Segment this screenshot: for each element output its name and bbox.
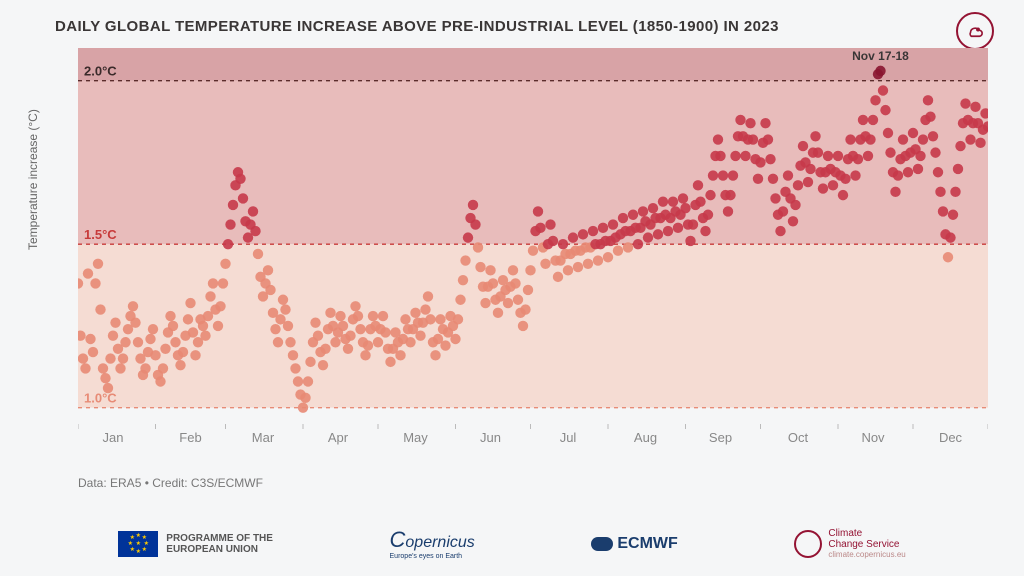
climate-change-service-logo: Climate Change Service climate.copernicu… bbox=[794, 528, 905, 559]
svg-text:Apr: Apr bbox=[328, 430, 349, 445]
svg-text:Dec: Dec bbox=[939, 430, 963, 445]
svg-text:2.0°C: 2.0°C bbox=[84, 64, 117, 79]
eu-line1: PROGRAMME OF THE bbox=[166, 533, 273, 544]
svg-text:Feb: Feb bbox=[179, 430, 201, 445]
credit-text: Data: ERA5 • Credit: C3S/ECMWF bbox=[78, 476, 263, 490]
y-axis-label: Temperature increase (°C) bbox=[26, 109, 40, 250]
svg-text:Nov: Nov bbox=[861, 430, 885, 445]
svg-text:Jun: Jun bbox=[480, 430, 501, 445]
ecmwf-logo: ECMWF bbox=[591, 535, 677, 553]
eu-flag-icon bbox=[118, 531, 158, 557]
svg-text:Aug: Aug bbox=[634, 430, 657, 445]
svg-text:May: May bbox=[403, 430, 428, 445]
svg-text:Jan: Jan bbox=[103, 430, 124, 445]
svg-text:1.0°C: 1.0°C bbox=[84, 391, 117, 406]
copernicus-logo: Copernicus Europe's eyes on Earth bbox=[390, 527, 475, 560]
ccs-icon bbox=[794, 530, 822, 558]
footer: PROGRAMME OF THE EUROPEAN UNION Copernic… bbox=[0, 527, 1024, 560]
svg-text:Nov 17-18: Nov 17-18 bbox=[852, 49, 909, 63]
svg-text:Oct: Oct bbox=[788, 430, 809, 445]
svg-text:Jul: Jul bbox=[560, 430, 577, 445]
brand-icon bbox=[956, 12, 994, 50]
eu-programme-logo: PROGRAMME OF THE EUROPEAN UNION bbox=[118, 531, 273, 557]
chart-title: DAILY GLOBAL TEMPERATURE INCREASE ABOVE … bbox=[55, 18, 779, 35]
svg-text:Sep: Sep bbox=[709, 430, 732, 445]
svg-text:Mar: Mar bbox=[252, 430, 275, 445]
scatter-chart: 1.0°C 1.5°C 2.0°C Jan Feb Mar Apr May Jun Jul Aug S… bbox=[78, 48, 988, 448]
svg-text:1.5°C: 1.5°C bbox=[84, 227, 117, 242]
eu-line2: EUROPEAN UNION bbox=[166, 544, 273, 555]
